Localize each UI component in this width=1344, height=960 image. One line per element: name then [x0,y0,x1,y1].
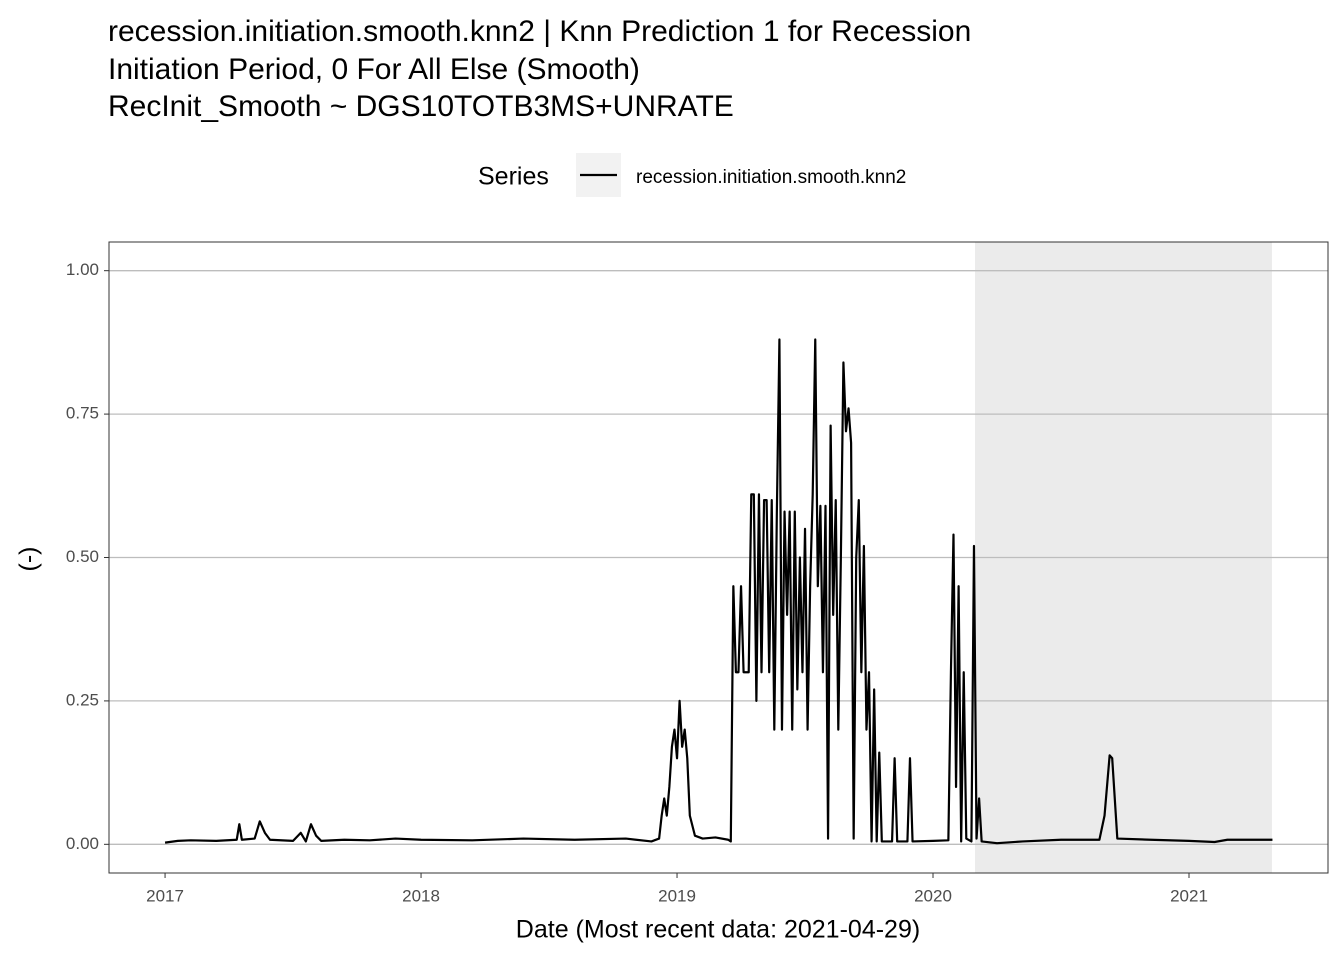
x-tick-label: 2017 [146,886,184,905]
legend-title: Series [478,163,549,191]
legend-label: recession.initiation.smooth.knn2 [636,167,906,188]
series-line [164,338,1273,845]
x-tick-label: 2018 [402,886,440,905]
chart-subtitle: RecInit_Smooth ~ DGS10TOTB3MS+UNRATE [108,90,734,123]
plot-border [108,241,1329,874]
y-tick-label: 0.75 [66,404,99,423]
y-axis-title: (-) [15,547,43,572]
y-tick-label: 0.00 [66,834,99,853]
y-tick-label: 0.50 [66,547,99,566]
y-tick-label: 1.00 [66,260,99,279]
x-tick-label: 2021 [1170,886,1208,905]
x-tick-label: 2020 [914,886,952,905]
chart-title: recession.initiation.smooth.knn2 | Knn P… [108,15,971,48]
x-axis-title: Date (Most recent data: 2021-04-29) [516,916,920,944]
x-tick-label: 2019 [658,886,696,905]
y-tick-label: 0.25 [66,690,99,709]
chart-title: Initiation Period, 0 For All Else (Smoot… [108,53,640,86]
